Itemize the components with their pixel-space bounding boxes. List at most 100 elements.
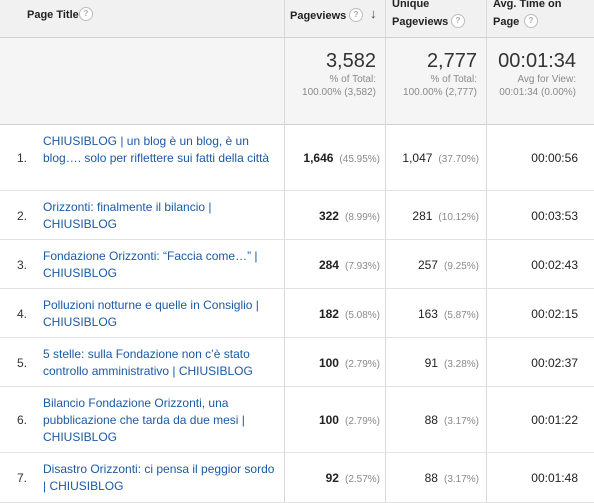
table-row[interactable]: 7. Disastro Orizzonti: ci pensa il peggi… [0, 453, 594, 503]
column-divider [486, 0, 487, 503]
pageviews-cell: 100 (2.79%) [319, 413, 380, 427]
pageviews-percent: (5.08%) [344, 310, 380, 321]
column-divider [385, 0, 386, 503]
page-title-link[interactable]: Fondazione Orizzonti: “Faccia come…” | C… [43, 249, 258, 280]
pageviews-percent: (2.79%) [344, 359, 380, 370]
header-avg-label-line1: Avg. Time on [493, 0, 562, 10]
unique-pageviews-value: 281 [412, 209, 433, 223]
unique-pageviews-value: 88 [424, 413, 438, 427]
summary-pageviews-total: 3,582 [325, 50, 376, 72]
pageviews-percent: (2.57%) [344, 474, 380, 485]
unique-pageviews-percent: (5.87%) [443, 310, 479, 321]
page-title-link[interactable]: Bilancio Fondazione Orizzonti, una pubbl… [43, 396, 245, 444]
row-index: 1. [17, 151, 28, 165]
pageviews-percent: (8.99%) [344, 212, 380, 223]
summary-unique-line2: 100.00% (2,777) [403, 87, 477, 98]
pageviews-percent: (2.79%) [344, 416, 380, 427]
unique-pageviews-percent: (3.28%) [443, 359, 479, 370]
row-index: 4. [17, 307, 28, 321]
table-row[interactable]: 1. CHIUSIBLOG | un blog è un blog, è un … [0, 125, 594, 191]
row-divider [0, 239, 594, 240]
avg-time-cell: 00:01:22 [531, 413, 578, 427]
help-icon[interactable]: ? [451, 14, 465, 28]
summary-avg-line2: 00:01:34 (0.00%) [499, 87, 576, 98]
page-title-link[interactable]: Disastro Orizzonti: ci pensa il peggior … [43, 462, 275, 493]
header-avg-label-line2: Page [493, 16, 520, 28]
summary-unique-line1: % of Total: [430, 74, 477, 85]
summary-avg: 00:01:34 Avg for View: 00:01:34 (0.00%) [487, 38, 594, 125]
table-row[interactable]: 6. Bilancio Fondazione Orizzonti, una pu… [0, 387, 594, 453]
unique-pageviews-value: 1,047 [402, 151, 433, 165]
header-unique-label-line2: Pageviews [392, 16, 449, 28]
page-title-link[interactable]: 5 stelle: sulla Fondazione non c’è stato… [43, 347, 253, 378]
header-page-title[interactable]: Page Title ? [0, 0, 284, 38]
summary-avg-line1: Avg for View: [517, 74, 576, 85]
row-divider [0, 386, 594, 387]
table-row[interactable]: 5. 5 stelle: sulla Fondazione non c’è st… [0, 338, 594, 387]
unique-pageviews-cell: 257 (9.25%) [418, 258, 479, 272]
row-divider [0, 337, 594, 338]
avg-time-cell: 00:02:15 [531, 307, 578, 321]
unique-pageviews-cell: 281 (10.12%) [412, 209, 479, 223]
help-icon[interactable]: ? [524, 14, 538, 28]
header-unique-label-line1: Unique [392, 0, 430, 10]
unique-pageviews-value: 88 [424, 471, 438, 485]
pageviews-cell: 1,646 (45.95%) [303, 151, 380, 165]
page-title-link[interactable]: Polluzioni notturne e quelle in Consigli… [43, 298, 259, 329]
pageviews-cell: 322 (8.99%) [319, 209, 380, 223]
avg-time-cell: 00:02:43 [531, 258, 578, 272]
row-index: 5. [17, 356, 28, 370]
pageviews-value: 100 [318, 413, 339, 427]
pageviews-value: 100 [318, 356, 339, 370]
row-divider [0, 190, 594, 191]
summary-avg-total: 00:01:34 [498, 50, 576, 72]
unique-pageviews-percent: (10.12%) [438, 212, 479, 223]
row-index: 7. [17, 471, 28, 485]
pageviews-value: 92 [325, 471, 339, 485]
sort-descending-icon[interactable]: ↓ [370, 6, 377, 21]
unique-pageviews-percent: (3.17%) [443, 416, 479, 427]
table-row[interactable]: 2. Orizzonti: finalmente il bilancio | C… [0, 191, 594, 240]
pageviews-cell: 284 (7.93%) [319, 258, 380, 272]
pageviews-percent: (7.93%) [344, 261, 380, 272]
row-index: 3. [17, 258, 28, 272]
avg-time-cell: 00:00:56 [531, 151, 578, 165]
summary-pageviews: 3,582 % of Total: 100.00% (3,582) [285, 38, 385, 125]
page-title-link[interactable]: Orizzonti: finalmente il bilancio | CHIU… [43, 200, 212, 231]
table-row[interactable]: 4. Polluzioni notturne e quelle in Consi… [0, 289, 594, 338]
unique-pageviews-percent: (9.25%) [443, 261, 479, 272]
summary-pageviews-share: % of Total: 100.00% (3,582) [302, 73, 376, 99]
avg-time-cell: 00:03:53 [531, 209, 578, 223]
pageviews-value: 182 [318, 307, 339, 321]
table-row[interactable]: 3. Fondazione Orizzonti: “Faccia come…” … [0, 240, 594, 289]
unique-pageviews-cell: 88 (3.17%) [425, 471, 479, 485]
summary-unique-share: % of Total: 100.00% (2,777) [403, 73, 477, 99]
pageviews-value: 1,646 [303, 151, 334, 165]
header-pageviews[interactable]: Pageviews ? ↓ [285, 0, 385, 38]
help-icon[interactable]: ? [79, 7, 93, 21]
unique-pageviews-cell: 163 (5.87%) [418, 307, 479, 321]
unique-pageviews-cell: 1,047 (37.70%) [402, 151, 479, 165]
summary-unique-total: 2,777 [426, 50, 477, 72]
unique-pageviews-percent: (37.70%) [438, 154, 479, 165]
help-icon[interactable]: ? [349, 8, 363, 22]
avg-time-cell: 00:01:48 [531, 471, 578, 485]
summary-pageviews-line1: % of Total: [329, 74, 376, 85]
page-title-link[interactable]: CHIUSIBLOG | un blog è un blog, è un blo… [43, 134, 270, 165]
header-unique-pageviews[interactable]: Unique Pageviews ? [386, 0, 486, 38]
row-divider [0, 288, 594, 289]
row-divider [0, 452, 594, 453]
header-page-title-label: Page Title [27, 9, 79, 21]
column-divider [284, 0, 285, 503]
pageviews-percent: (45.95%) [339, 154, 380, 165]
pageviews-cell: 100 (2.79%) [319, 356, 380, 370]
summary-pageviews-line2: 100.00% (3,582) [302, 87, 376, 98]
summary-avg-share: Avg for View: 00:01:34 (0.00%) [499, 73, 576, 99]
unique-pageviews-value: 91 [424, 356, 438, 370]
header-avg-time-on-page[interactable]: Avg. Time on Page ? [487, 0, 594, 38]
summary-title-cell [0, 38, 284, 125]
pageviews-cell: 92 (2.57%) [326, 471, 380, 485]
header-pageviews-label: Pageviews [290, 10, 347, 22]
avg-time-cell: 00:02:37 [531, 356, 578, 370]
